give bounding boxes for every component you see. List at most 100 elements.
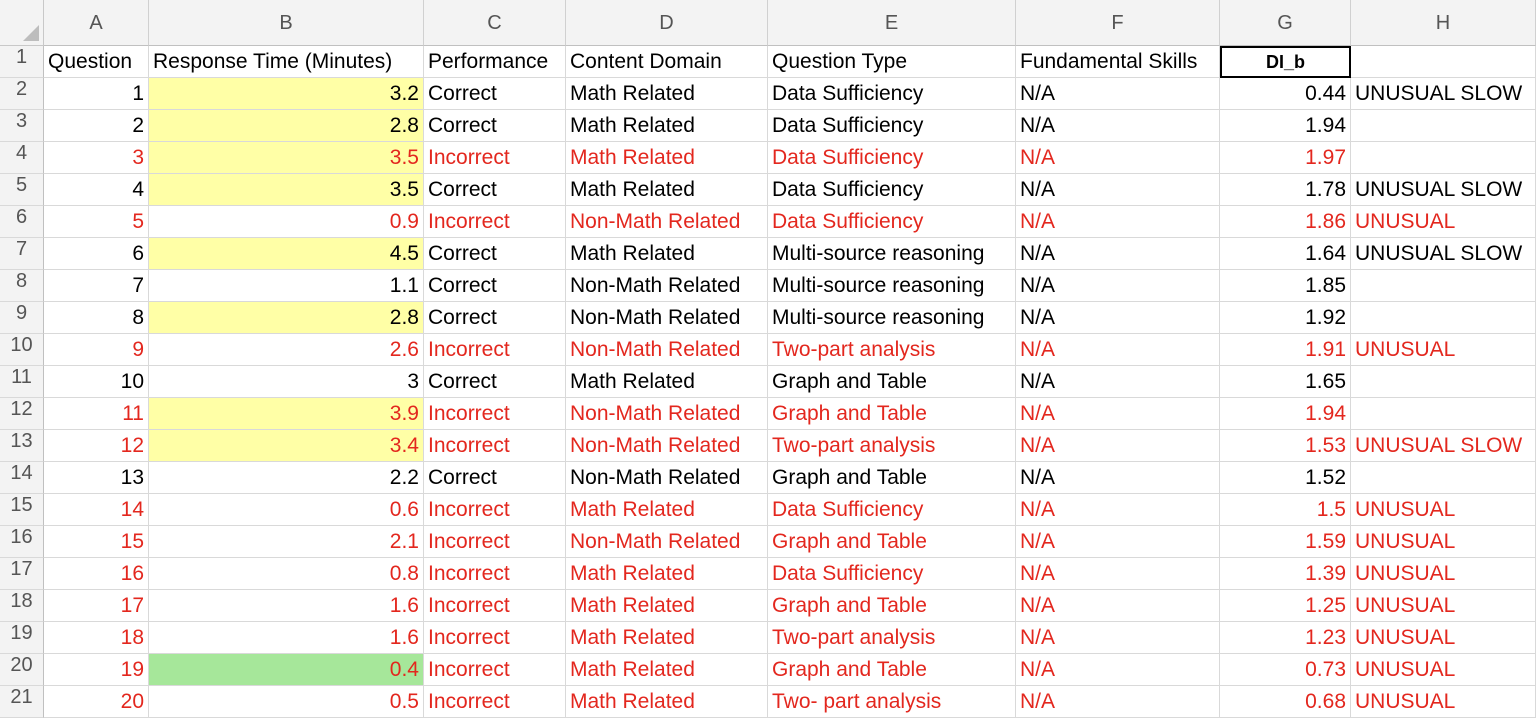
cell-a17[interactable]: 16 bbox=[44, 558, 149, 590]
cell-b19[interactable]: 1.6 bbox=[149, 622, 424, 654]
cell-e16[interactable]: Graph and Table bbox=[768, 526, 1016, 558]
cell-c15[interactable]: Incorrect bbox=[424, 494, 566, 526]
cell-d21[interactable]: Math Related bbox=[566, 686, 768, 718]
cell-g9[interactable]: 1.92 bbox=[1220, 302, 1351, 334]
cell-d20[interactable]: Math Related bbox=[566, 654, 768, 686]
row-header-14[interactable]: 14 bbox=[0, 462, 44, 494]
cell-h19[interactable]: UNUSUAL bbox=[1351, 622, 1536, 654]
cell-g6[interactable]: 1.86 bbox=[1220, 206, 1351, 238]
cell-d12[interactable]: Non-Math Related bbox=[566, 398, 768, 430]
row-header-1[interactable]: 1 bbox=[0, 46, 44, 78]
header-cell-f[interactable]: Fundamental Skills bbox=[1016, 46, 1220, 78]
cell-h9[interactable] bbox=[1351, 302, 1536, 334]
cell-c18[interactable]: Incorrect bbox=[424, 590, 566, 622]
cell-f3[interactable]: N/A bbox=[1016, 110, 1220, 142]
cell-c7[interactable]: Correct bbox=[424, 238, 566, 270]
cell-g8[interactable]: 1.85 bbox=[1220, 270, 1351, 302]
cell-a10[interactable]: 9 bbox=[44, 334, 149, 366]
cell-f5[interactable]: N/A bbox=[1016, 174, 1220, 206]
cell-g14[interactable]: 1.52 bbox=[1220, 462, 1351, 494]
cell-f12[interactable]: N/A bbox=[1016, 398, 1220, 430]
cell-e9[interactable]: Multi-source reasoning bbox=[768, 302, 1016, 334]
cell-d18[interactable]: Math Related bbox=[566, 590, 768, 622]
cell-a14[interactable]: 13 bbox=[44, 462, 149, 494]
cell-h5[interactable]: UNUSUAL SLOW bbox=[1351, 174, 1536, 206]
cell-c19[interactable]: Incorrect bbox=[424, 622, 566, 654]
cell-g13[interactable]: 1.53 bbox=[1220, 430, 1351, 462]
cell-e5[interactable]: Data Sufficiency bbox=[768, 174, 1016, 206]
cell-d16[interactable]: Non-Math Related bbox=[566, 526, 768, 558]
row-header-19[interactable]: 19 bbox=[0, 622, 44, 654]
cell-b15[interactable]: 0.6 bbox=[149, 494, 424, 526]
cell-c2[interactable]: Correct bbox=[424, 78, 566, 110]
cell-e19[interactable]: Two-part analysis bbox=[768, 622, 1016, 654]
cell-h17[interactable]: UNUSUAL bbox=[1351, 558, 1536, 590]
cell-h4[interactable] bbox=[1351, 142, 1536, 174]
cell-e11[interactable]: Graph and Table bbox=[768, 366, 1016, 398]
cell-e12[interactable]: Graph and Table bbox=[768, 398, 1016, 430]
cell-b18[interactable]: 1.6 bbox=[149, 590, 424, 622]
column-header-d[interactable]: D bbox=[566, 0, 768, 46]
cell-d11[interactable]: Math Related bbox=[566, 366, 768, 398]
cell-a9[interactable]: 8 bbox=[44, 302, 149, 334]
cell-g2[interactable]: 0.44 bbox=[1220, 78, 1351, 110]
cell-d17[interactable]: Math Related bbox=[566, 558, 768, 590]
cell-f9[interactable]: N/A bbox=[1016, 302, 1220, 334]
cell-d14[interactable]: Non-Math Related bbox=[566, 462, 768, 494]
cell-a11[interactable]: 10 bbox=[44, 366, 149, 398]
cell-h15[interactable]: UNUSUAL bbox=[1351, 494, 1536, 526]
cell-a18[interactable]: 17 bbox=[44, 590, 149, 622]
cell-h18[interactable]: UNUSUAL bbox=[1351, 590, 1536, 622]
cell-d9[interactable]: Non-Math Related bbox=[566, 302, 768, 334]
cell-b16[interactable]: 2.1 bbox=[149, 526, 424, 558]
cell-f19[interactable]: N/A bbox=[1016, 622, 1220, 654]
column-header-c[interactable]: C bbox=[424, 0, 566, 46]
column-header-b[interactable]: B bbox=[149, 0, 424, 46]
cell-e6[interactable]: Data Sufficiency bbox=[768, 206, 1016, 238]
cell-a4[interactable]: 3 bbox=[44, 142, 149, 174]
cell-c6[interactable]: Incorrect bbox=[424, 206, 566, 238]
cell-e8[interactable]: Multi-source reasoning bbox=[768, 270, 1016, 302]
cell-g18[interactable]: 1.25 bbox=[1220, 590, 1351, 622]
cell-f2[interactable]: N/A bbox=[1016, 78, 1220, 110]
cell-f13[interactable]: N/A bbox=[1016, 430, 1220, 462]
cell-c12[interactable]: Incorrect bbox=[424, 398, 566, 430]
cell-c3[interactable]: Correct bbox=[424, 110, 566, 142]
cell-g20[interactable]: 0.73 bbox=[1220, 654, 1351, 686]
cell-h13[interactable]: UNUSUAL SLOW bbox=[1351, 430, 1536, 462]
cell-e13[interactable]: Two-part analysis bbox=[768, 430, 1016, 462]
cell-a8[interactable]: 7 bbox=[44, 270, 149, 302]
cell-d3[interactable]: Math Related bbox=[566, 110, 768, 142]
header-cell-g[interactable]: DI_b bbox=[1220, 46, 1351, 78]
header-cell-c[interactable]: Performance bbox=[424, 46, 566, 78]
cell-b9[interactable]: 2.8 bbox=[149, 302, 424, 334]
cell-h3[interactable] bbox=[1351, 110, 1536, 142]
cell-d7[interactable]: Math Related bbox=[566, 238, 768, 270]
cell-c16[interactable]: Incorrect bbox=[424, 526, 566, 558]
cell-d8[interactable]: Non-Math Related bbox=[566, 270, 768, 302]
cell-h11[interactable] bbox=[1351, 366, 1536, 398]
cell-a5[interactable]: 4 bbox=[44, 174, 149, 206]
cell-d13[interactable]: Non-Math Related bbox=[566, 430, 768, 462]
cell-f6[interactable]: N/A bbox=[1016, 206, 1220, 238]
cell-e14[interactable]: Graph and Table bbox=[768, 462, 1016, 494]
cell-e17[interactable]: Data Sufficiency bbox=[768, 558, 1016, 590]
cell-f20[interactable]: N/A bbox=[1016, 654, 1220, 686]
cell-h7[interactable]: UNUSUAL SLOW bbox=[1351, 238, 1536, 270]
cell-d15[interactable]: Math Related bbox=[566, 494, 768, 526]
cell-g19[interactable]: 1.23 bbox=[1220, 622, 1351, 654]
cell-e20[interactable]: Graph and Table bbox=[768, 654, 1016, 686]
cell-f16[interactable]: N/A bbox=[1016, 526, 1220, 558]
row-header-8[interactable]: 8 bbox=[0, 270, 44, 302]
cell-h8[interactable] bbox=[1351, 270, 1536, 302]
cell-a6[interactable]: 5 bbox=[44, 206, 149, 238]
row-header-5[interactable]: 5 bbox=[0, 174, 44, 206]
cell-c21[interactable]: Incorrect bbox=[424, 686, 566, 718]
cell-h6[interactable]: UNUSUAL bbox=[1351, 206, 1536, 238]
cell-f14[interactable]: N/A bbox=[1016, 462, 1220, 494]
row-header-17[interactable]: 17 bbox=[0, 558, 44, 590]
cell-b7[interactable]: 4.5 bbox=[149, 238, 424, 270]
cell-a12[interactable]: 11 bbox=[44, 398, 149, 430]
cell-b3[interactable]: 2.8 bbox=[149, 110, 424, 142]
row-header-11[interactable]: 11 bbox=[0, 366, 44, 398]
